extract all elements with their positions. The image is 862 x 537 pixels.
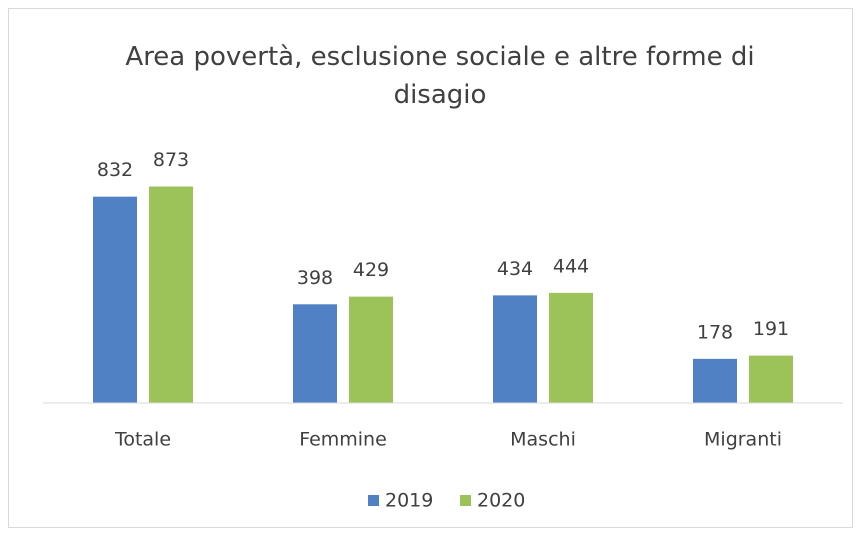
bar — [93, 196, 137, 403]
data-label: 429 — [353, 259, 389, 281]
chart-frame — [8, 8, 853, 528]
x-tick-label: Totale — [114, 429, 171, 451]
data-label: 873 — [153, 149, 189, 171]
data-label: 398 — [297, 267, 333, 289]
bar — [749, 355, 793, 403]
legend-label: 2019 — [385, 490, 433, 512]
bar — [349, 296, 393, 403]
x-tick-label: Migranti — [704, 429, 782, 451]
x-tick-label: Maschi — [510, 429, 576, 451]
bar — [293, 304, 337, 403]
bar — [693, 358, 737, 403]
chart-title: Area povertà, esclusione sociale e altre… — [125, 42, 755, 110]
legend-swatch — [368, 495, 379, 506]
data-label: 832 — [97, 159, 133, 181]
bar — [549, 292, 593, 403]
data-label: 191 — [753, 318, 789, 340]
legend-swatch — [460, 495, 471, 506]
legend-label: 2020 — [477, 490, 525, 512]
bar — [493, 295, 537, 403]
bar — [149, 186, 193, 403]
data-label: 444 — [553, 255, 589, 277]
x-tick-label: Femmine — [299, 429, 387, 451]
data-label: 178 — [697, 321, 733, 343]
data-label: 434 — [497, 258, 533, 280]
